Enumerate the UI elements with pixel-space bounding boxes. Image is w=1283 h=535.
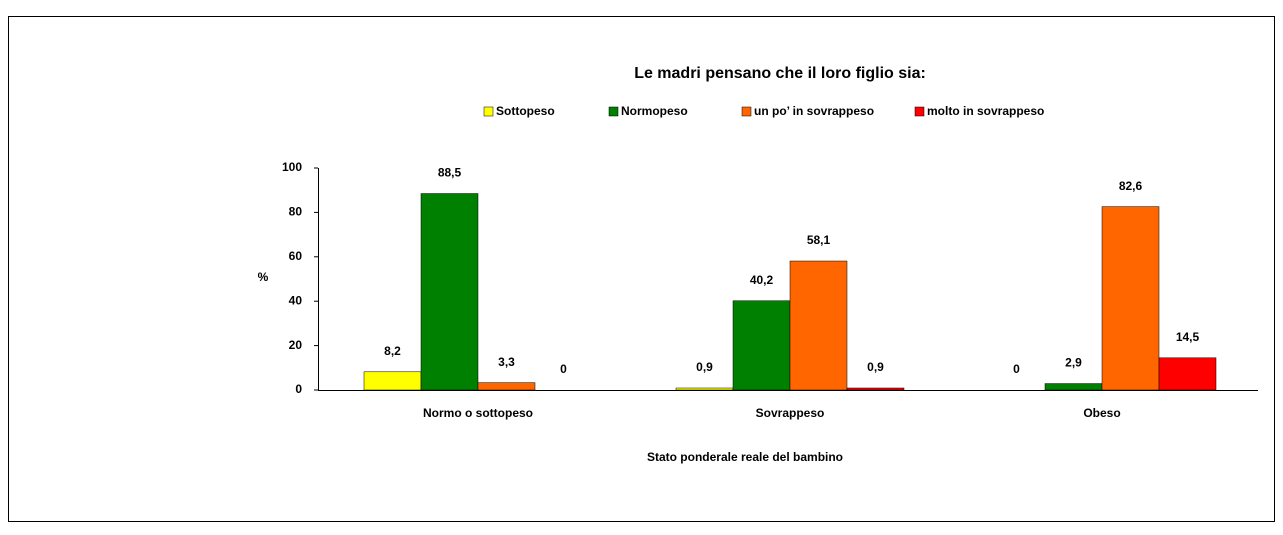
bar [789, 260, 848, 391]
y-tick-label: 100 [282, 160, 302, 174]
legend-swatch [608, 106, 619, 117]
value-label: 2,9 [1065, 356, 1082, 370]
value-label: 0,9 [696, 360, 713, 374]
bar [675, 387, 734, 391]
chart-title: Le madri pensano che il loro figlio sia: [634, 65, 926, 82]
legend-label: Sottopeso [496, 104, 555, 118]
bar [1101, 206, 1160, 391]
x-axis-title: Stato ponderale reale del bambino [647, 450, 843, 464]
y-axis-title: % [258, 270, 269, 284]
x-tick-label: Obeso [1083, 406, 1120, 420]
y-tick-label: 60 [289, 249, 303, 263]
value-label: 14,5 [1176, 330, 1200, 344]
bar [363, 371, 422, 391]
legend-label: molto in sovrappeso [927, 104, 1044, 118]
y-tick-label: 40 [289, 293, 303, 307]
chart-border [8, 16, 1275, 522]
bar [732, 300, 791, 391]
bar [1044, 383, 1103, 391]
bar [420, 193, 479, 391]
y-tick-label: 80 [289, 205, 303, 219]
y-tick-label: 0 [295, 382, 302, 396]
x-tick-label: Normo o sottopeso [423, 406, 533, 420]
value-label: 88,5 [438, 166, 462, 180]
value-label: 40,2 [750, 273, 774, 287]
value-label: 3,3 [498, 355, 515, 369]
value-label: 8,2 [384, 344, 401, 358]
x-tick-label: Sovrappeso [756, 406, 825, 420]
value-label: 82,6 [1119, 179, 1143, 193]
value-label: 0 [560, 362, 567, 376]
legend-swatch [483, 106, 494, 117]
legend-label: Normopeso [621, 104, 688, 118]
value-label: 0,9 [867, 360, 884, 374]
legend-label: un po’ in sovrappeso [754, 104, 874, 118]
bar [477, 382, 536, 391]
y-tick-label: 20 [289, 338, 303, 352]
legend-swatch [914, 106, 925, 117]
bar [846, 387, 905, 391]
bar [1158, 357, 1217, 391]
value-label: 0 [1013, 362, 1020, 376]
value-label: 58,1 [807, 233, 831, 247]
legend-swatch [741, 106, 752, 117]
